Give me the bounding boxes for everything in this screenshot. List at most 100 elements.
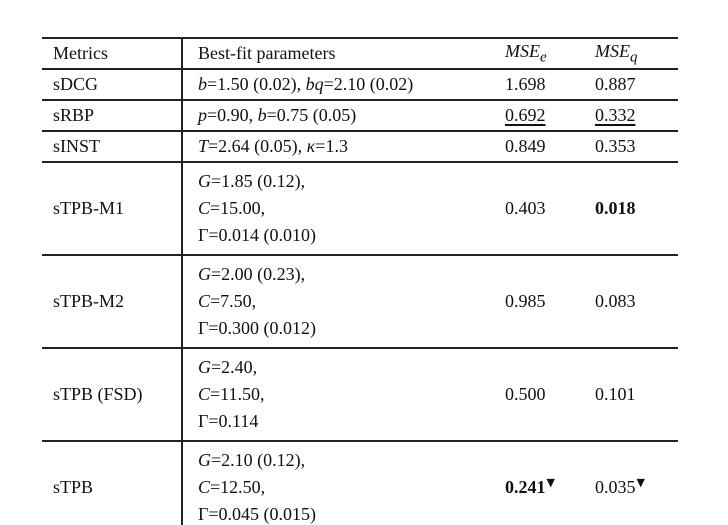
param-value-text: =2.40, bbox=[211, 357, 258, 377]
param-variable: κ bbox=[306, 136, 316, 156]
param-value-text: Γ bbox=[198, 504, 209, 524]
header-mse-q: MSEq bbox=[582, 38, 678, 69]
mse-value: 0.241 bbox=[505, 477, 546, 497]
param-value-text: =11.50, bbox=[210, 384, 265, 404]
mse-value: 0.332 bbox=[595, 105, 636, 125]
mse-e-subscript: e bbox=[540, 49, 547, 66]
params-cell: G=1.85 (0.12), C=15.00, Γ=0.014 (0.010) bbox=[182, 162, 492, 255]
params-cell: G=2.10 (0.12), C=12.50, Γ=0.045 (0.015) bbox=[182, 441, 492, 525]
param-value-text: =2.64 (0.05), bbox=[208, 136, 307, 156]
mse-value: 0.849 bbox=[505, 136, 546, 156]
param-variable: T bbox=[198, 136, 209, 156]
param-line: Γ=0.045 (0.015) bbox=[198, 501, 492, 525]
mse-value: 0.692 bbox=[505, 105, 546, 125]
metric-name-cell: sINST bbox=[42, 131, 183, 162]
mse-value: 0.403 bbox=[505, 198, 546, 218]
param-line: Γ=0.014 (0.010) bbox=[198, 222, 492, 249]
param-variable: b bbox=[198, 74, 207, 94]
table-row: sTPB G=2.10 (0.12), C=12.50, Γ=0.045 (0.015… bbox=[42, 441, 678, 525]
param-line: G=2.10 (0.12), bbox=[198, 447, 492, 474]
header-best-fit-parameters: Best-fit parameters bbox=[198, 43, 336, 63]
param-line: p=0.90, b=0.75 (0.05) bbox=[198, 102, 492, 129]
param-value-text: =2.10 (0.02) bbox=[323, 74, 414, 94]
param-variable: p bbox=[198, 105, 207, 125]
param-value-text: Γ bbox=[198, 318, 209, 338]
mse-value: 0.500 bbox=[505, 384, 546, 404]
param-line: Γ=0.114 bbox=[198, 408, 492, 435]
param-value-text: =1.85 (0.12), bbox=[211, 171, 306, 191]
mse-q-cell: 0.101 bbox=[582, 348, 678, 441]
metric-name-cell: sTPB-M2 bbox=[42, 255, 183, 348]
param-value-text: Γ bbox=[198, 225, 209, 245]
table-body: sDCG b=1.50 (0.02), bq=2.10 (0.02) 1.698 0.… bbox=[42, 69, 678, 525]
params-cell: p=0.90, b=0.75 (0.05) bbox=[182, 100, 492, 131]
metrics-table: Metrics Best-fit parameters MSEe MSEq sD… bbox=[42, 37, 678, 525]
metric-name-cell: sRBP bbox=[42, 100, 183, 131]
header-row: Metrics Best-fit parameters MSEe MSEq bbox=[42, 38, 678, 69]
mse-label: MSE bbox=[595, 40, 630, 61]
params-cell: G=2.00 (0.23), C=7.50, Γ=0.300 (0.012) bbox=[182, 255, 492, 348]
param-line: C=12.50, bbox=[198, 474, 492, 501]
mse-e-cell: 0.849 bbox=[492, 131, 582, 162]
param-value-text: =0.90, bbox=[207, 105, 258, 125]
param-line: C=11.50, bbox=[198, 381, 492, 408]
param-variable: G bbox=[198, 264, 211, 284]
mse-value: 0.035 bbox=[595, 477, 636, 497]
mse-value: 0.101 bbox=[595, 384, 636, 404]
mse-value: 0.887 bbox=[595, 74, 636, 94]
param-value-text: =1.3 bbox=[315, 136, 348, 156]
param-variable: G bbox=[198, 171, 211, 191]
header-mse-e: MSEe bbox=[492, 38, 582, 69]
mse-value: 1.698 bbox=[505, 74, 546, 94]
mse-q-cell: 0.035▼ bbox=[582, 441, 678, 525]
mse-q-cell: 0.018 bbox=[582, 162, 678, 255]
mse-q-cell: 0.332 bbox=[582, 100, 678, 131]
param-value-text: =0.045 (0.015) bbox=[208, 504, 317, 524]
metric-name-cell: sTPB bbox=[42, 441, 183, 525]
significance-triangle-down-icon: ▼ bbox=[546, 476, 555, 489]
param-value-text: =0.300 (0.012) bbox=[208, 318, 317, 338]
param-value-text: =1.50 (0.02), bbox=[207, 74, 306, 94]
significance-triangle-down-icon: ▼ bbox=[636, 476, 645, 489]
table-row: sTPB-M1 G=1.85 (0.12), C=15.00, Γ=0.014 (0.… bbox=[42, 162, 678, 255]
table-row: sTPB-M2 G=2.00 (0.23), C=7.50, Γ=0.300 (0.0… bbox=[42, 255, 678, 348]
mse-e-cell: 0.403 bbox=[492, 162, 582, 255]
param-value-text: =0.014 (0.010) bbox=[208, 225, 317, 245]
param-value-text: =2.00 (0.23), bbox=[211, 264, 306, 284]
params-cell: T=2.64 (0.05), κ=1.3 bbox=[182, 131, 492, 162]
param-variable: C bbox=[198, 291, 211, 311]
metric-name-cell: sTPB (FSD) bbox=[42, 348, 183, 441]
mse-e-cell: 0.241▼ bbox=[492, 441, 582, 525]
param-variable: C bbox=[198, 477, 211, 497]
mse-q-subscript: q bbox=[630, 49, 638, 66]
mse-e-cell: 0.692 bbox=[492, 100, 582, 131]
param-variable: bq bbox=[305, 74, 324, 94]
table-row: sTPB (FSD) G=2.40, C=11.50, Γ=0.114 0.500 0.1… bbox=[42, 348, 678, 441]
param-value-text: =0.75 (0.05) bbox=[266, 105, 357, 125]
table-row: sINST T=2.64 (0.05), κ=1.3 0.849 0.353 bbox=[42, 131, 678, 162]
mse-e-cell: 0.985 bbox=[492, 255, 582, 348]
mse-q-cell: 0.353 bbox=[582, 131, 678, 162]
param-value-text: =0.114 bbox=[208, 411, 259, 431]
param-line: G=2.00 (0.23), bbox=[198, 261, 492, 288]
mse-value: 0.353 bbox=[595, 136, 636, 156]
param-value-text: =15.00, bbox=[210, 198, 266, 218]
mse-q-cell: 0.887 bbox=[582, 69, 678, 100]
param-value-text: Γ bbox=[198, 411, 209, 431]
mse-e-cell: 1.698 bbox=[492, 69, 582, 100]
param-variable: C bbox=[198, 198, 211, 218]
mse-value: 0.985 bbox=[505, 291, 546, 311]
metric-name-cell: sTPB-M1 bbox=[42, 162, 183, 255]
param-line: b=1.50 (0.02), bq=2.10 (0.02) bbox=[198, 71, 492, 98]
param-variable: G bbox=[198, 450, 211, 470]
param-value-text: =2.10 (0.12), bbox=[211, 450, 306, 470]
param-variable: C bbox=[198, 384, 211, 404]
params-cell: b=1.50 (0.02), bq=2.10 (0.02) bbox=[182, 69, 492, 100]
param-variable: G bbox=[198, 357, 211, 377]
param-line: G=2.40, bbox=[198, 354, 492, 381]
params-cell: G=2.40, C=11.50, Γ=0.114 bbox=[182, 348, 492, 441]
param-line: Γ=0.300 (0.012) bbox=[198, 315, 492, 342]
table-row: sDCG b=1.50 (0.02), bq=2.10 (0.02) 1.698 0.… bbox=[42, 69, 678, 100]
mse-q-cell: 0.083 bbox=[582, 255, 678, 348]
